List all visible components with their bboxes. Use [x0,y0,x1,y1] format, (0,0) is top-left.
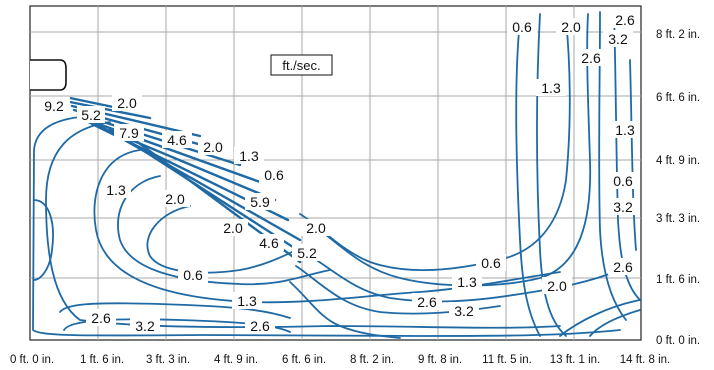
contour-label: 2.0 [223,220,243,236]
contour-label: 2.0 [561,19,581,35]
contour-label: 9.2 [44,98,64,114]
bottom-axis-label: 11 ft. 5 in. [482,354,532,366]
contour-label: 2.6 [615,12,635,28]
contour-label-layer: 9.2 5.2 2.0 7.9 4.6 2.0 1.3 0.6 1.3 2.0 … [38,11,640,334]
bottom-axis-label: 0 ft. 0 in. [10,354,54,366]
contour-line [146,205,297,274]
contour-label: 1.3 [615,122,635,138]
contour-label: 0.6 [512,19,532,35]
contour-label: 2.0 [306,220,326,236]
contour-line [559,299,641,337]
contour-line [33,199,54,281]
contour-label: 5.2 [297,245,317,261]
contour-line [289,281,401,339]
contour-label: 1.3 [237,293,257,309]
contour-label: 0.6 [613,173,633,189]
contour-label: 2.6 [91,310,111,326]
contour-label: 3.2 [135,318,155,334]
bottom-axis-label: 1 ft. 6 in. [80,354,124,366]
bottom-axis: 0 ft. 0 in. 1 ft. 6 in. 3 ft. 3 in. 4 ft… [10,354,670,366]
contour-label: 2.6 [581,50,601,66]
contour-label: 7.9 [119,125,139,141]
bottom-axis-label: 9 ft. 8 in. [418,354,462,366]
right-axis-label: 8 ft. 2 in. [656,29,700,41]
contour-label: 2.0 [203,139,223,155]
bottom-axis-label: 13 ft. 1 in. [550,354,601,366]
bottom-axis-label: 3 ft. 3 in. [146,354,190,366]
contour-line [629,59,637,251]
contour-line [32,115,621,337]
contour-label: 1.3 [106,182,126,198]
contour-line [515,19,541,337]
air-outlet-icon [30,59,67,91]
contour-line [299,249,621,303]
contour-label: 4.6 [167,132,187,148]
right-axis: 8 ft. 2 in. 6 ft. 6 in. 4 ft. 9 in. 3 ft… [656,29,700,347]
right-axis-label: 0 ft. 0 in. [656,335,700,347]
contour-line [117,175,331,286]
contour-label: 0.6 [264,167,284,183]
contour-line [598,11,627,321]
contour-label: 1.3 [541,80,561,96]
contour-label: 1.3 [239,148,259,164]
bottom-axis-label: 6 ft. 6 in. [282,354,326,366]
contour-label: 0.6 [183,267,203,283]
contour-label: 2.0 [117,95,137,111]
contour-label: 2.0 [547,278,567,294]
contour-label: 1.3 [457,274,477,290]
bottom-axis-label: 4 ft. 9 in. [214,354,258,366]
contour-label: 5.2 [81,107,101,123]
contour-label: 0.6 [481,255,501,271]
contour-line [299,19,571,271]
bottom-axis-label: 8 ft. 2 in. [350,354,394,366]
plot-frame [29,5,642,341]
contour-line [589,309,641,337]
contour-line [59,302,291,319]
contour-label: 2.6 [250,318,270,334]
right-axis-label: 3 ft. 3 in. [656,213,700,225]
contour-line [313,13,592,287]
contour-label: 3.2 [613,199,633,215]
right-axis-label: 1 ft. 6 in. [656,274,700,286]
contour-label: 2.0 [165,191,185,207]
contour-line [45,121,561,329]
contour-label: 2.6 [613,259,633,275]
contour-label: 5.9 [250,194,270,210]
bottom-axis-label: 14 ft. 8 in. [620,354,671,366]
unit-label: ft./sec. [282,58,320,73]
right-axis-label: 6 ft. 6 in. [656,92,700,104]
contour-label: 4.6 [259,235,279,251]
contour-line [536,13,567,337]
contour-label: 2.6 [417,294,437,310]
contour-label: 3.2 [608,31,628,47]
contour-label: 3.2 [454,303,474,319]
unit-box [270,54,333,76]
right-axis-label: 4 ft. 9 in. [656,155,700,167]
